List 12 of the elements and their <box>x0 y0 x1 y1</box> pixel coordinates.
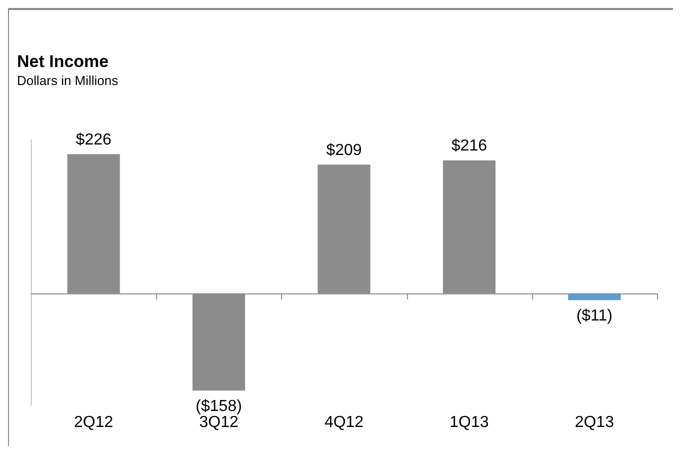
x-tick-label: 3Q12 <box>199 414 238 431</box>
data-label: $226 <box>76 132 112 149</box>
x-tick-label: 1Q13 <box>450 414 489 431</box>
data-label: ($11) <box>576 308 612 325</box>
chart-title: Net Income <box>17 52 109 72</box>
data-label: $209 <box>326 142 362 160</box>
x-tick-label: 2Q13 <box>574 414 614 431</box>
chart-subtitle: Dollars in Millions <box>17 73 118 88</box>
data-label: ($158) <box>196 398 242 416</box>
data-label: $216 <box>451 138 488 155</box>
x-tick-label: 2Q12 <box>74 414 114 431</box>
x-tick-label: 4Q12 <box>324 414 364 431</box>
